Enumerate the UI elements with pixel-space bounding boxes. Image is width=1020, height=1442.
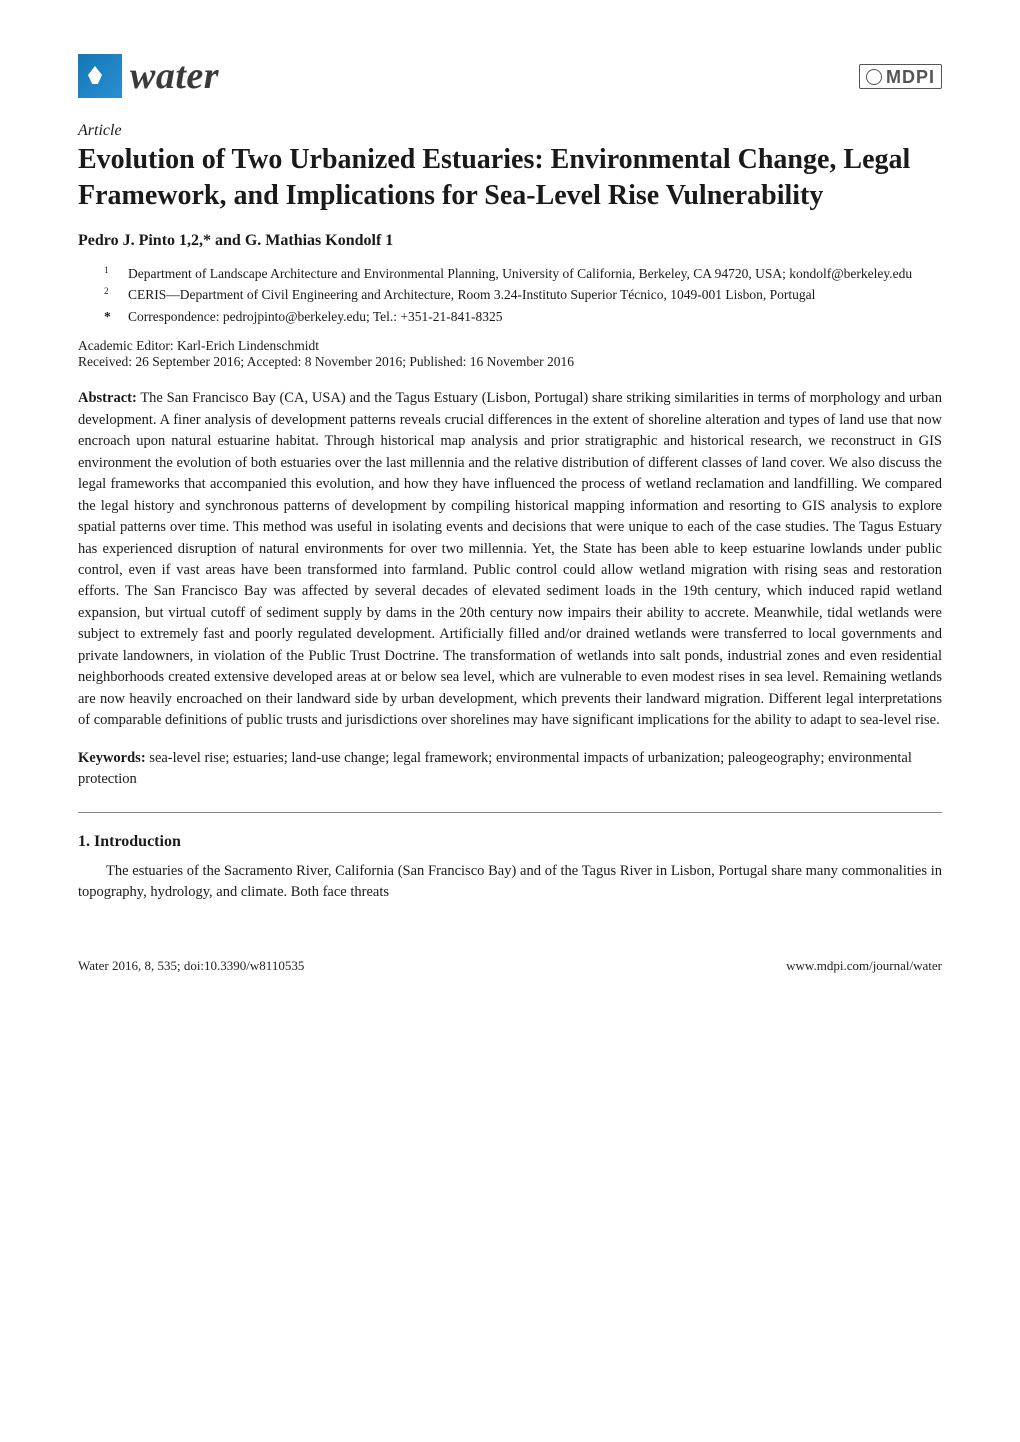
academic-editor-line: Academic Editor: Karl-Erich Lindenschmid… [78,338,942,354]
affiliations-block: 1 Department of Landscape Architecture a… [104,264,942,327]
dates-line: Received: 26 September 2016; Accepted: 8… [78,354,942,370]
body-paragraph: The estuaries of the Sacramento River, C… [78,861,942,905]
page-footer: Water 2016, 8, 535; doi:10.3390/w8110535… [78,958,942,974]
correspondence-text: Correspondence: pedrojpinto@berkeley.edu… [128,307,503,327]
abstract-label: Abstract: [78,390,137,406]
affiliation-text: CERIS—Department of Civil Engineering an… [128,285,815,305]
affiliation-text: Department of Landscape Architecture and… [128,264,912,284]
correspondence-row: * Correspondence: pedrojpinto@berkeley.e… [104,307,942,327]
footer-citation: Water 2016, 8, 535; doi:10.3390/w8110535 [78,958,304,974]
mdpi-swirl-icon [866,69,882,85]
keywords-block: Keywords: sea-level rise; estuaries; lan… [78,748,942,790]
affiliation-row: 2 CERIS—Department of Civil Engineering … [104,285,942,305]
affiliation-marker: 1 [104,264,116,284]
journal-logo: water [78,54,219,98]
affiliation-marker: 2 [104,285,116,305]
article-title: Evolution of Two Urbanized Estuaries: En… [78,142,942,214]
affiliation-row: 1 Department of Landscape Architecture a… [104,264,942,284]
affiliation-number: 1 [104,265,109,275]
publisher-logo: MDPI [859,64,942,89]
abstract-block: Abstract: The San Francisco Bay (CA, USA… [78,388,942,731]
keywords-text: sea-level rise; estuaries; land-use chan… [78,750,912,787]
section-heading-introduction: 1. Introduction [78,833,942,851]
page-root: water MDPI Article Evolution of Two Urba… [0,0,1020,1028]
publisher-mark-text: MDPI [886,67,935,88]
water-droplet-icon [78,54,122,98]
article-type: Article [78,122,942,140]
top-bar: water MDPI [78,54,942,98]
keywords-label: Keywords: [78,750,146,766]
section-divider [78,812,942,813]
authors-line: Pedro J. Pinto 1,2,* and G. Mathias Kond… [78,232,942,250]
affiliation-number: 2 [104,286,109,296]
abstract-text: The San Francisco Bay (CA, USA) and the … [78,390,942,728]
journal-name: water [130,54,219,98]
correspondence-marker: * [104,307,116,327]
footer-journal-url: www.mdpi.com/journal/water [786,958,942,974]
